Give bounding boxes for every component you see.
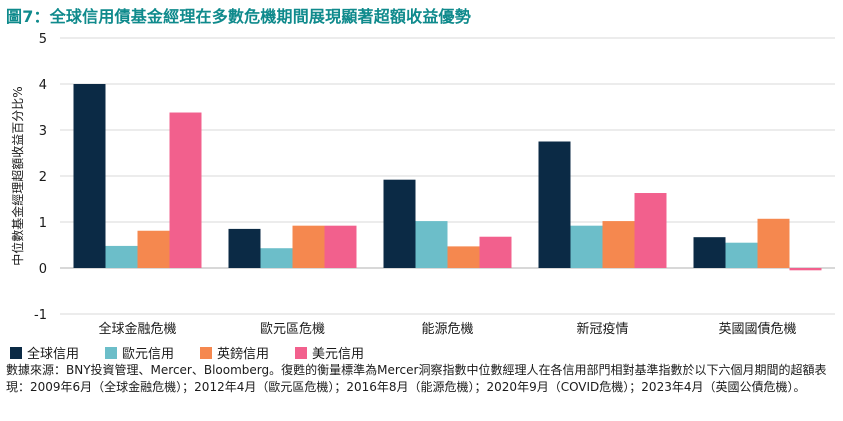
- bar: [292, 225, 325, 268]
- source-note: 數據來源：BNY投資管理、Mercer、Bloomberg。復甦的衡量標準為Me…: [6, 363, 827, 394]
- legend-item: 歐元信用: [105, 343, 174, 362]
- bars: [73, 84, 822, 271]
- bar: [538, 141, 571, 268]
- x-tick-labels: 全球金融危機 歐元區危機 能源危機 新冠疫情 英國國債危機: [98, 321, 796, 337]
- x-tick-label: 全球金融危機: [98, 321, 176, 337]
- bar: [169, 112, 202, 269]
- bar: [725, 242, 758, 268]
- bar: [789, 268, 822, 271]
- bar: [228, 228, 261, 268]
- bar: [73, 84, 106, 268]
- y-tick-labels: -1 0 1 2 3 4 5: [34, 32, 47, 323]
- y-tick-label: -1: [34, 308, 47, 323]
- bar: [137, 230, 170, 268]
- bar: [383, 179, 416, 268]
- y-tick-label: 5: [39, 32, 47, 47]
- bar: [634, 193, 667, 268]
- x-tick-label: 新冠疫情: [576, 321, 628, 337]
- y-tick-label: 0: [39, 262, 47, 277]
- bar: [447, 246, 480, 268]
- legend-label: 美元信用: [312, 347, 365, 362]
- legend-swatch: [105, 346, 118, 359]
- bar: [479, 236, 512, 268]
- legend: 全球信用 歐元信用 英鎊信用 美元信用: [10, 343, 390, 362]
- y-tick-label: 2: [39, 170, 47, 185]
- x-tick-label: 歐元區危機: [260, 322, 325, 337]
- legend-item: 美元信用: [295, 343, 364, 362]
- bar: [324, 225, 357, 268]
- legend-swatch: [200, 346, 213, 359]
- bar-chart: -1 0 1 2 3 4 5 全球金融危機 歐元區危機 能源危機 新冠疫情 英國國債危機 中位數基金…: [10, 32, 835, 337]
- legend-label: 英鎊信用: [217, 347, 270, 362]
- bar: [602, 221, 635, 268]
- legend-item: 英鎊信用: [200, 343, 269, 362]
- x-tick-label: 英國國債危機: [718, 322, 796, 337]
- legend-label: 歐元信用: [122, 347, 175, 362]
- bar: [570, 225, 603, 268]
- legend-item: 全球信用: [10, 343, 79, 362]
- legend-label: 全球信用: [27, 347, 80, 362]
- bar: [757, 218, 790, 268]
- legend-swatch: [295, 346, 308, 359]
- y-tick-label: 4: [39, 78, 47, 93]
- bar: [260, 248, 293, 268]
- legend-swatch: [10, 346, 22, 359]
- y-axis-label: 中位數基金經理超額收益百分比%: [10, 86, 25, 265]
- x-tick-label: 能源危機: [421, 322, 473, 337]
- bar: [415, 221, 448, 268]
- y-tick-label: 1: [39, 216, 47, 231]
- bar: [693, 237, 726, 268]
- chart-title: 圖7：全球信用債基金經理在多數危機期間展現顯著超額收益優勢: [6, 7, 471, 26]
- y-tick-label: 3: [39, 124, 47, 139]
- bar: [105, 245, 138, 268]
